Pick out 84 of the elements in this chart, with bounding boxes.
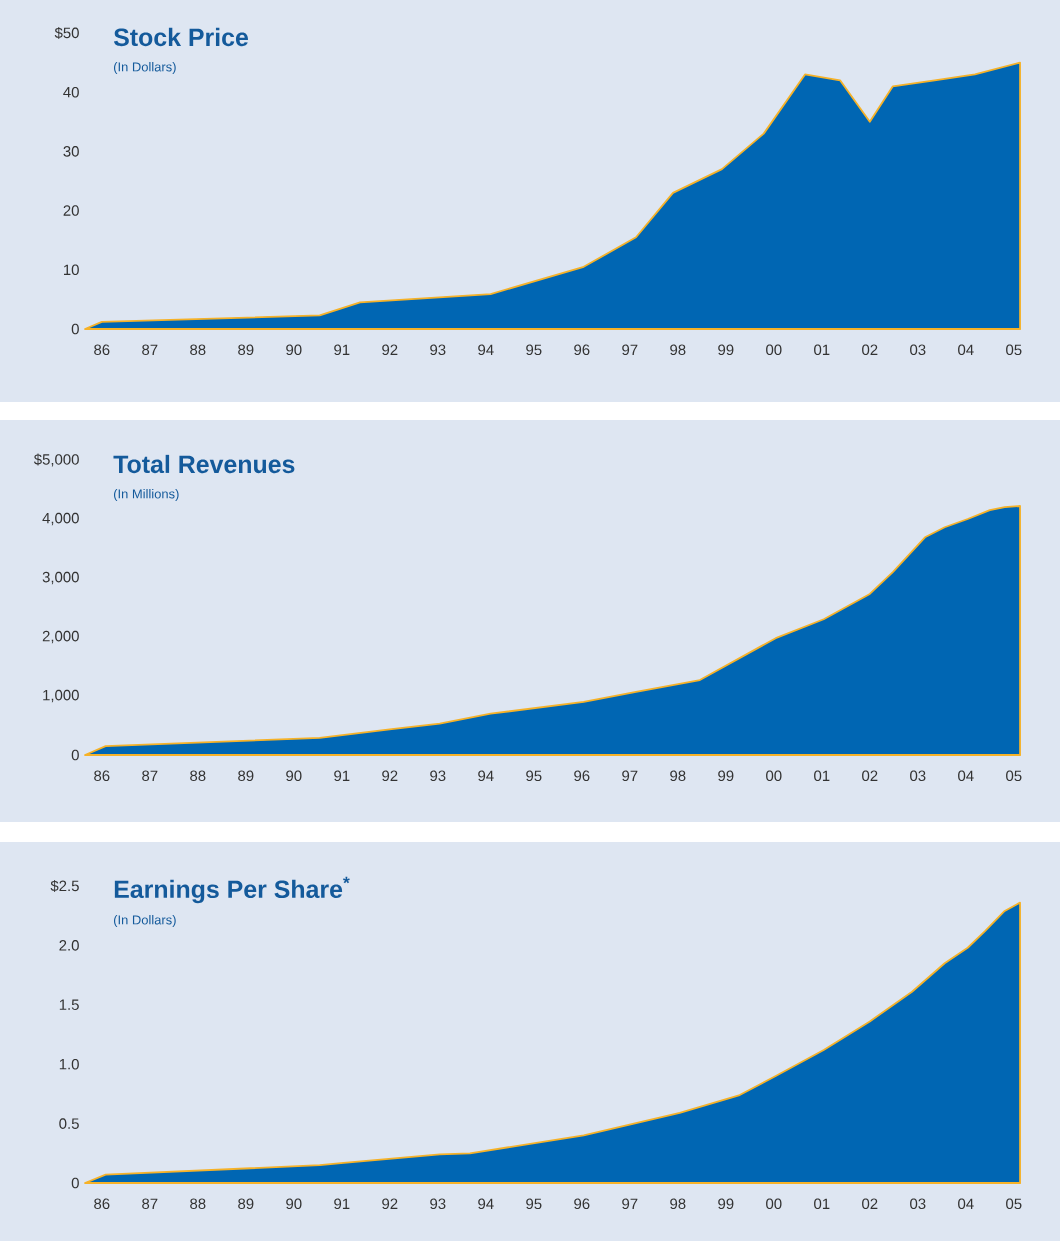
y-tick-label: 20 xyxy=(63,205,79,216)
x-tick-label: 04 xyxy=(958,770,974,782)
y-tick-label: 2.0 xyxy=(59,940,79,951)
chart-title: Earnings Per Share$^{*}$ xyxy=(114,876,350,904)
x-tick-label: 91 xyxy=(334,344,350,356)
x-tick-label: 93 xyxy=(430,1198,446,1210)
x-tick-label: 03 xyxy=(910,770,926,782)
x-tick-label: 00 xyxy=(766,344,782,356)
x-tick-label: 92 xyxy=(382,770,398,782)
x-tick-label: 96 xyxy=(574,770,590,782)
x-tick-label: 92 xyxy=(382,1198,398,1210)
x-tick-label: 89 xyxy=(238,770,254,782)
chart-title: Total Revenues xyxy=(113,454,295,474)
x-tick-label: 97 xyxy=(622,770,638,782)
y-tick-label: 1,000 xyxy=(43,689,79,703)
x-tick-label: 01 xyxy=(814,344,830,356)
y-tick-label: $50 xyxy=(54,26,79,40)
x-tick-label: 88 xyxy=(190,1198,206,1210)
x-tick-label: 93 xyxy=(430,344,446,356)
x-tick-label: 88 xyxy=(190,344,206,356)
x-tick-label: 86 xyxy=(94,1198,110,1210)
x-tick-label: 98 xyxy=(670,344,686,356)
x-tick-label: 98 xyxy=(670,1198,686,1210)
y-tick-label: 3,000 xyxy=(42,571,79,585)
y-tick-label: 0 xyxy=(71,323,79,335)
y-tick-label: 1.5 xyxy=(59,999,79,1010)
text: (In Millions) xyxy=(114,488,179,502)
x-tick-label: 04 xyxy=(958,1198,974,1210)
x-tick-label: 92 xyxy=(382,344,398,356)
y-tick-label: 1.0 xyxy=(59,1058,79,1070)
y-tick-label: 30 xyxy=(63,146,79,157)
y-tick-label: 40 xyxy=(63,86,79,98)
x-tick-label: 86 xyxy=(94,770,110,782)
x-tick-label: 87 xyxy=(142,1198,158,1210)
x-tick-label: 87 xyxy=(142,344,158,356)
x-tick-label: 88 xyxy=(190,770,206,782)
x-tick-label: 00 xyxy=(766,1198,782,1210)
y-tick-label: 0 xyxy=(71,749,79,761)
x-tick-label: 86 xyxy=(94,344,110,356)
x-tick-label: 89 xyxy=(238,1198,254,1210)
x-tick-label: 91 xyxy=(334,1198,350,1210)
x-tick-label: 97 xyxy=(622,1198,638,1210)
x-tick-label: 94 xyxy=(478,770,494,782)
y-tick-label: 0 xyxy=(71,1177,79,1189)
chart-title: Stock Price xyxy=(113,27,248,47)
text: (In Dollars) xyxy=(114,61,176,75)
x-tick-label: 97 xyxy=(622,344,638,356)
x-tick-label: 90 xyxy=(286,1198,302,1210)
x-tick-label: 98 xyxy=(670,770,686,782)
x-tick-label: 99 xyxy=(718,1198,734,1210)
x-tick-label: 90 xyxy=(286,770,302,782)
x-tick-label: 02 xyxy=(862,770,878,782)
y-tick-label: 10 xyxy=(64,264,79,276)
x-tick-label: 99 xyxy=(718,344,734,356)
x-tick-label: 03 xyxy=(910,1198,926,1210)
x-tick-label: 03 xyxy=(910,344,926,356)
x-tick-label: 94 xyxy=(478,344,494,356)
x-tick-label: 95 xyxy=(526,344,542,356)
x-tick-label: 96 xyxy=(574,344,590,356)
x-tick-label: 95 xyxy=(526,1198,542,1210)
y-tick-label: 4,000 xyxy=(42,512,79,526)
x-tick-label: 99 xyxy=(718,770,734,782)
x-tick-label: 89 xyxy=(238,344,254,356)
y-tick-label: 0.5 xyxy=(59,1118,79,1129)
y-tick-label: $2.5 xyxy=(50,879,79,893)
x-tick-label: 01 xyxy=(814,1198,830,1210)
x-tick-label: 94 xyxy=(478,1198,494,1210)
y-tick-label: 2,000 xyxy=(42,630,79,644)
x-tick-label: 90 xyxy=(286,344,302,356)
x-tick-label: 93 xyxy=(430,770,446,782)
x-tick-label: 02 xyxy=(862,1198,878,1210)
x-tick-label: 96 xyxy=(574,1198,590,1210)
x-tick-label: 95 xyxy=(526,770,542,782)
x-tick-label: 02 xyxy=(862,344,878,356)
x-tick-label: 04 xyxy=(958,344,974,356)
x-tick-label: 05 xyxy=(1006,770,1022,782)
x-tick-label: 00 xyxy=(766,770,782,782)
text: (In Dollars) xyxy=(114,914,176,928)
x-tick-label: 01 xyxy=(814,770,830,782)
y-tick-label: $5,000 xyxy=(33,453,79,467)
x-tick-label: 05 xyxy=(1006,344,1022,356)
x-tick-label: 05 xyxy=(1006,1198,1022,1210)
x-tick-label: 87 xyxy=(142,770,158,782)
x-tick-label: 91 xyxy=(334,770,350,782)
